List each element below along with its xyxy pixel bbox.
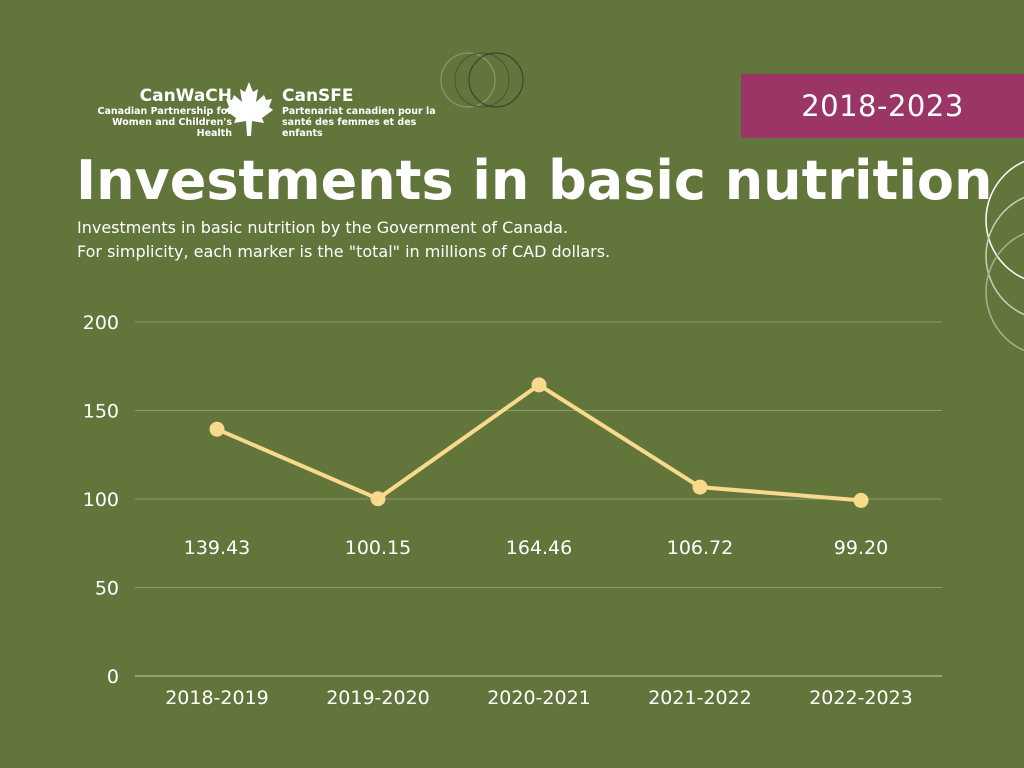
x-tick-label: 2019-2020 [326, 687, 430, 709]
x-tick-label: 2021-2022 [648, 687, 752, 709]
decorative-circles-right [985, 160, 1024, 352]
data-label: 106.72 [667, 537, 733, 559]
y-tick-label: 50 [95, 578, 119, 600]
year-range-badge: 2018-2023 [741, 74, 1024, 138]
subtitle-line-2: For simplicity, each marker is the "tota… [77, 242, 611, 261]
logo-french: CanSFE Partenariat canadien pour la sant… [282, 86, 456, 139]
page-subtitle: Investments in basic nutrition by the Go… [77, 216, 610, 264]
subtitle-line-1: Investments in basic nutrition by the Go… [77, 218, 569, 237]
data-point [692, 479, 708, 495]
y-tick-label: 0 [107, 666, 119, 688]
data-label: 99.20 [834, 537, 888, 559]
logo-en-sub-2: Women and Children's Health [112, 117, 232, 139]
x-tick-label: 2020-2021 [487, 687, 591, 709]
logo-en-name: CanWaCH [139, 86, 232, 106]
data-label: 139.43 [184, 537, 250, 559]
x-tick-label: 2022-2023 [809, 687, 913, 709]
y-tick-label: 100 [83, 489, 119, 511]
logo-english: CanWaCH Canadian Partnership for Women a… [76, 86, 232, 139]
x-tick-label: 2018-2019 [165, 687, 269, 709]
data-label: 100.15 [345, 537, 411, 559]
logo: CanWaCH Canadian Partnership for Women a… [76, 80, 456, 140]
data-point [853, 492, 869, 508]
logo-fr-sub-2: santé des femmes et des enfants [282, 117, 417, 139]
data-point [531, 377, 547, 393]
data-point [370, 491, 386, 507]
y-tick-label: 200 [83, 312, 119, 334]
logo-fr-sub-1: Partenariat canadien pour la [282, 106, 436, 117]
maple-leaf-icon [225, 82, 273, 136]
chart-grid [135, 321, 942, 677]
page-title: Investments in basic nutrition [76, 149, 993, 212]
data-labels: 139.43 100.15 164.46 106.72 99.20 [184, 537, 888, 559]
y-axis-ticks: 0 50 100 150 200 [83, 312, 119, 688]
data-point [209, 421, 225, 437]
chart-series [209, 377, 869, 508]
series-line [215, 382, 863, 503]
data-label: 164.46 [506, 537, 572, 559]
logo-fr-name: CanSFE [282, 86, 354, 106]
decorative-circles-top [440, 52, 524, 108]
y-tick-label: 150 [83, 401, 119, 423]
logo-en-sub-1: Canadian Partnership for [97, 106, 232, 117]
x-axis-ticks: 2018-2019 2019-2020 2020-2021 2021-2022 2022… [165, 687, 913, 709]
